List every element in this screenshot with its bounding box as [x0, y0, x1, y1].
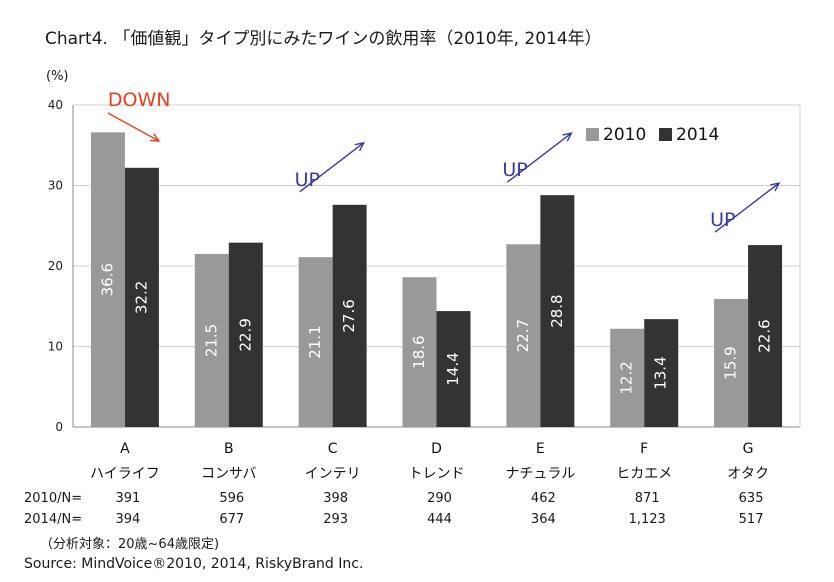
data-label-2010-F: 12.2 [618, 361, 636, 394]
bar-2014-E [540, 195, 575, 427]
bar-2014-G [748, 245, 783, 427]
annotation-arrow-G-line [714, 182, 780, 233]
bar-2010-B [194, 253, 229, 427]
n-value: 871 [634, 491, 660, 506]
y-axis-unit: (%) [46, 69, 69, 84]
bar-2010-D [402, 277, 437, 427]
category-name: コンサバ [201, 466, 256, 482]
data-label-2010-G: 15.9 [722, 346, 740, 379]
annotation-arrow-C-head [354, 141, 365, 152]
bar-2014-C [332, 204, 367, 427]
annotation-arrow-C-line [299, 142, 365, 193]
category-name: ヒカエメ [616, 466, 672, 482]
x-tick-label: C [328, 441, 338, 457]
y-tick-label: 0 [55, 420, 63, 434]
bar-2014-D [436, 311, 471, 427]
n-value: 364 [530, 512, 556, 527]
chart-title: Chart4. 「価値観」タイプ別にみたワインの飲用率（2010年, 2014年… [45, 29, 602, 49]
category-name: トレンド [409, 466, 465, 482]
n-value: 398 [323, 491, 349, 506]
annotation-text-G: UP [710, 209, 735, 231]
annotation-text-C: UP [295, 169, 320, 191]
legend-label-2014: 2014 [676, 125, 719, 145]
n-value: 635 [738, 491, 764, 506]
legend-swatch-2010 [586, 128, 599, 141]
source-note: Source: MindVoice®2010, 2014, RiskyBrand… [24, 556, 364, 572]
n-value: 596 [219, 491, 245, 506]
n-value: 1,123 [628, 512, 666, 527]
category-name: ナチュラル [505, 466, 575, 482]
x-tick-label: E [536, 441, 545, 457]
n-value: 290 [427, 491, 452, 506]
annotation-text-E: UP [502, 159, 527, 181]
bar-2010-G [714, 299, 749, 427]
x-tick-label: F [640, 441, 648, 457]
category-name: オタク [727, 466, 769, 482]
y-tick-label: 30 [48, 179, 63, 193]
data-label-2014-G: 22.6 [756, 319, 774, 352]
data-label-2010-C: 21.1 [306, 325, 324, 358]
data-label-2010-E: 22.7 [514, 319, 532, 352]
bar-2014-F [644, 319, 679, 427]
annotation-arrow-E-line [506, 132, 572, 183]
n-value: 677 [219, 512, 245, 527]
data-label-2014-E: 28.8 [548, 294, 566, 327]
annotation-arrow-A-head [149, 133, 161, 142]
legend-swatch-2014 [659, 128, 672, 141]
data-label-2010-A: 36.6 [98, 263, 116, 296]
n-value: 517 [738, 512, 764, 527]
n-value: 462 [530, 491, 556, 506]
footnote: （分析対象：20歳~64歳限定) [40, 537, 220, 552]
data-label-2014-A: 32.2 [132, 281, 150, 314]
x-tick-label: G [743, 441, 754, 457]
n-value: 394 [115, 512, 141, 527]
bar-2014-A [124, 167, 159, 428]
bar-2014-B [228, 242, 263, 427]
data-label-2014-D: 14.4 [444, 352, 462, 385]
y-tick-label: 40 [48, 98, 63, 112]
bar-chart: 0 10 20 30 40 36.6 32.2 A ハイライフ 21.5 22.9 B コンサバ 21.1… [48, 89, 801, 482]
x-tick-label: D [431, 441, 442, 457]
data-label-2014-C: 27.6 [340, 299, 358, 332]
y-tick-label: 10 [48, 340, 63, 354]
data-label-2014-F: 13.4 [652, 356, 670, 389]
bar-2010-E [506, 244, 541, 427]
annotation-arrow-A-line [107, 112, 160, 142]
data-label-2014-B: 22.9 [236, 318, 254, 351]
annotation-arrow-G-head [770, 182, 781, 192]
x-tick-label: A [120, 441, 130, 457]
annotation-arrow-E-head [562, 132, 573, 142]
y-tick-label: 20 [48, 259, 63, 273]
annotation-text-A: DOWN [108, 89, 171, 111]
n-row-label: 2010/N= [24, 491, 83, 506]
data-label-2010-D: 18.6 [410, 335, 428, 368]
bar-2010-A [90, 132, 125, 427]
legend-label-2010: 2010 [603, 125, 646, 145]
x-tick-label: B [224, 441, 234, 457]
n-value: 444 [427, 512, 452, 527]
data-label-2010-B: 21.5 [202, 324, 220, 357]
n-row-label: 2014/N= [24, 512, 83, 527]
n-value: 293 [323, 512, 349, 527]
bar-2010-C [298, 257, 333, 427]
n-value: 391 [115, 491, 141, 506]
category-name: インテリ [305, 466, 361, 482]
category-name: ハイライフ [90, 466, 160, 482]
bar-2010-F [610, 328, 645, 427]
